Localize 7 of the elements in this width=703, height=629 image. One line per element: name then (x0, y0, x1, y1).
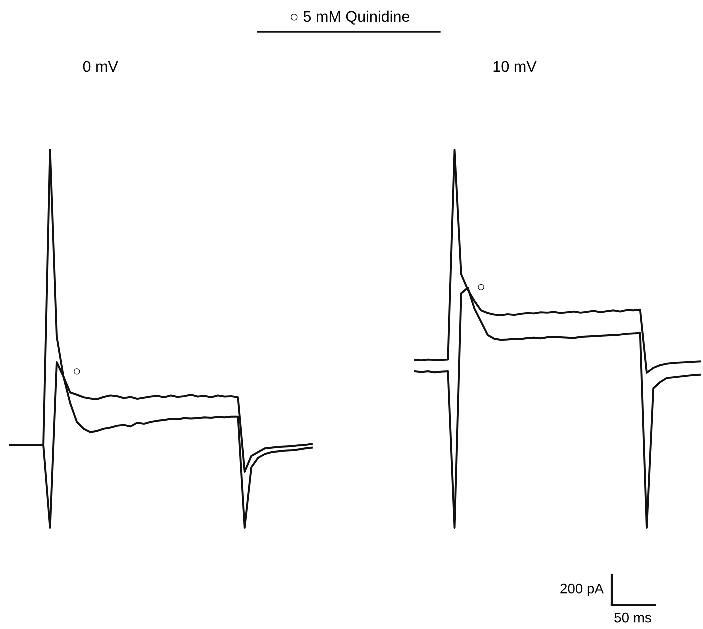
text: ○ 5 mM Quinidine (291, 10, 410, 25)
text: 200 pA (560, 584, 604, 596)
chart-title: 10 mV (494, 61, 537, 72)
series-label: ○ (478, 284, 484, 290)
series-label: ○ (74, 368, 80, 375)
chart-title: 0 mV (83, 61, 118, 72)
text: 50 ms (614, 612, 652, 623)
